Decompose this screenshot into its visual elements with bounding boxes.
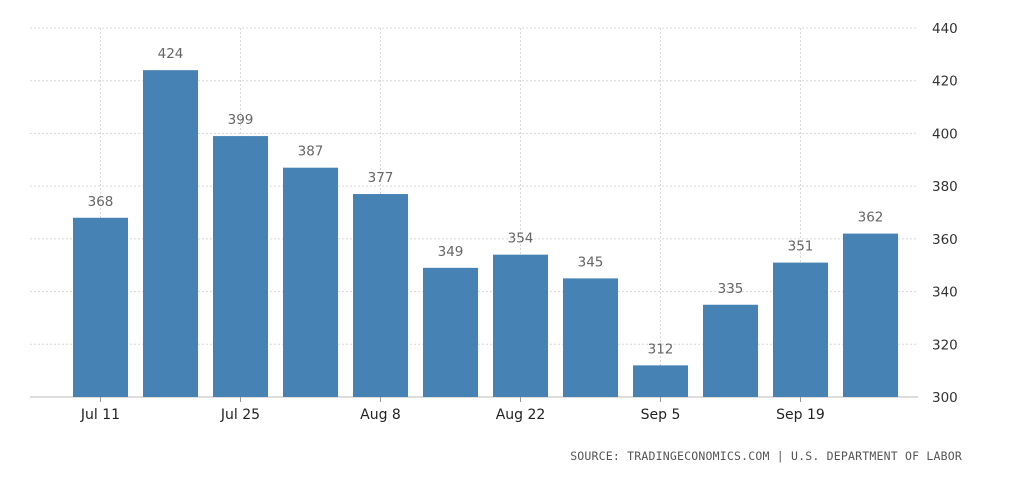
data-labels: 368 424 399 387 377 349 354 345 312 335 351 362	[88, 46, 884, 357]
y-tick-label: 340	[932, 285, 958, 301]
y-tick-label: 300	[932, 390, 958, 406]
bar	[703, 304, 758, 397]
bar	[213, 136, 268, 398]
bar-value-label: 349	[438, 244, 464, 260]
bar-value-label: 345	[578, 254, 604, 270]
bar-value-label: 362	[858, 210, 884, 226]
bar-value-label: 312	[648, 341, 674, 357]
y-tick-label: 440	[932, 21, 958, 37]
bar-chart: 368 424 399 387 377 349 354 345 312 335 351 362 Jul…	[30, 21, 958, 423]
bar-value-label: 424	[158, 46, 184, 62]
bar-value-label: 351	[788, 239, 814, 255]
bar-value-label: 354	[508, 231, 534, 247]
bar-value-label: 377	[368, 170, 394, 186]
source-note: SOURCE: TRADINGECONOMICS.COM | U.S. DEPA…	[570, 449, 962, 463]
y-tick-label: 400	[932, 126, 958, 142]
bar	[353, 194, 408, 397]
x-tick-label: Jul 25	[220, 407, 260, 423]
bar	[633, 365, 688, 397]
bar	[563, 278, 618, 397]
y-axis-ticks: 300 320 340 360 380 400 420 440	[932, 21, 958, 406]
bars	[73, 70, 898, 398]
x-tick-label: Sep 5	[641, 407, 681, 423]
bar	[283, 167, 338, 397]
bar-value-label: 387	[298, 144, 324, 160]
bar	[843, 233, 898, 397]
bar-value-label: 399	[228, 112, 254, 128]
bar-value-label: 335	[718, 281, 744, 297]
bar	[493, 254, 548, 397]
bar	[773, 262, 828, 397]
y-tick-label: 320	[932, 337, 958, 353]
x-tick-label: Aug 22	[496, 407, 546, 423]
y-tick-label: 380	[932, 179, 958, 195]
x-axis-ticks: Jul 11 Jul 25 Aug 8 Aug 22 Sep 5 Sep 19	[80, 397, 825, 423]
bar	[73, 217, 128, 397]
y-tick-label: 360	[932, 232, 958, 248]
bar-value-label: 368	[88, 194, 114, 210]
x-tick-label: Jul 11	[80, 407, 120, 423]
x-tick-label: Aug 8	[360, 407, 401, 423]
y-tick-label: 420	[932, 74, 958, 90]
bar	[423, 267, 478, 397]
x-tick-label: Sep 19	[776, 407, 825, 423]
bar	[143, 70, 198, 398]
